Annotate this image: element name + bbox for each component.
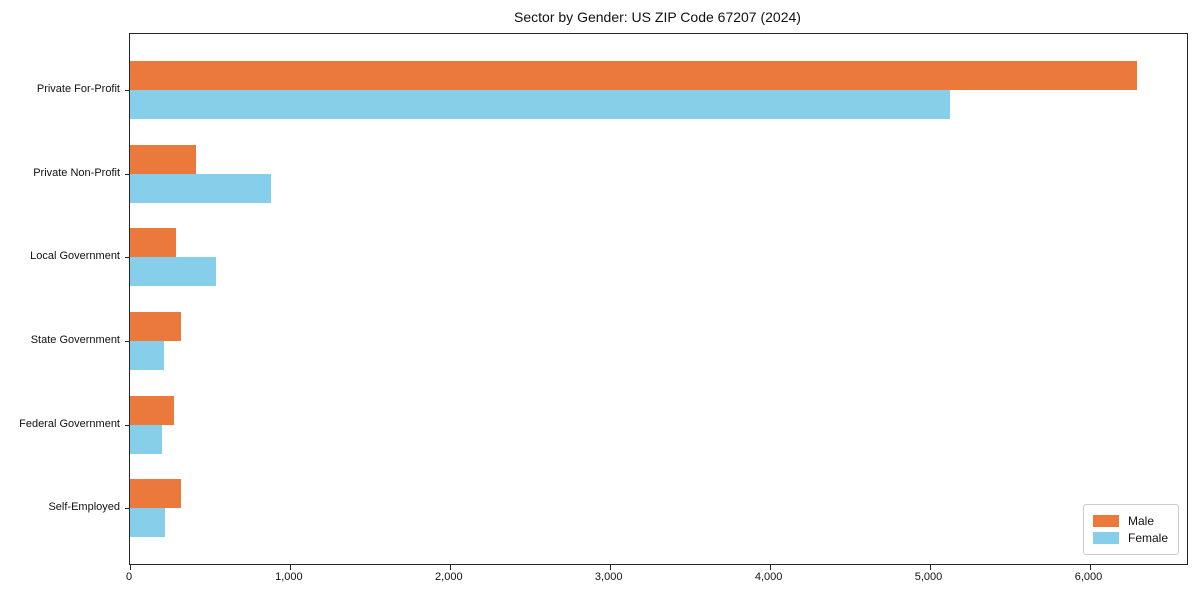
x-tick-label: 2,000 <box>435 571 463 583</box>
bar-female <box>130 508 166 538</box>
x-tick-label: 4,000 <box>754 571 783 583</box>
x-tick-label: 6,000 <box>1074 571 1103 583</box>
bar-female <box>130 90 951 119</box>
y-tick-mark <box>125 257 130 259</box>
bar-male <box>130 61 1138 90</box>
x-tick-mark <box>609 565 611 570</box>
legend: Male Female <box>1082 504 1179 555</box>
bar-male <box>130 311 182 341</box>
bar-male <box>130 228 176 258</box>
chart-title: Sector by Gender: US ZIP Code 67207 (202… <box>514 9 801 25</box>
legend-entry: Male <box>1092 514 1168 528</box>
y-tick-label: Federal Government <box>19 417 120 430</box>
bar-male <box>130 395 174 425</box>
legend-entry: Female <box>1092 531 1168 545</box>
y-tick-label: Private Non-Profit <box>33 166 120 179</box>
y-tick-label: Private For-Profit <box>36 83 120 95</box>
x-tick-mark <box>130 565 131 570</box>
y-tick-mark <box>125 424 130 426</box>
y-tick-mark <box>125 508 130 510</box>
x-tick-label: 1,000 <box>275 571 303 583</box>
bar-female <box>130 424 162 454</box>
y-tick-label: Local Government <box>30 250 120 263</box>
bar-male <box>130 479 182 509</box>
bar-female <box>130 257 216 287</box>
x-tick-label: 0 <box>125 571 133 583</box>
y-tick-label: Self-Employed <box>48 501 120 514</box>
x-tick-mark <box>289 565 291 570</box>
legend-swatch-male <box>1092 515 1119 527</box>
legend-label: Female <box>1127 531 1168 545</box>
y-tick-mark <box>125 90 130 91</box>
x-tick-label: 5,000 <box>914 571 943 583</box>
x-tick-label: 3,000 <box>594 571 623 583</box>
x-tick-mark <box>929 565 931 570</box>
plot-area: Male Female <box>125 33 1188 570</box>
bar-female <box>130 173 271 203</box>
y-tick-mark <box>125 173 130 175</box>
x-tick-mark <box>449 565 451 570</box>
legend-label: Male <box>1127 514 1154 528</box>
y-tick-label: State Government <box>30 333 120 346</box>
x-tick-mark <box>1089 565 1091 570</box>
x-tick-mark <box>769 565 771 570</box>
bar-male <box>130 144 196 174</box>
legend-swatch-female <box>1092 532 1119 544</box>
y-tick-mark <box>125 340 130 342</box>
bar-female <box>130 340 164 370</box>
